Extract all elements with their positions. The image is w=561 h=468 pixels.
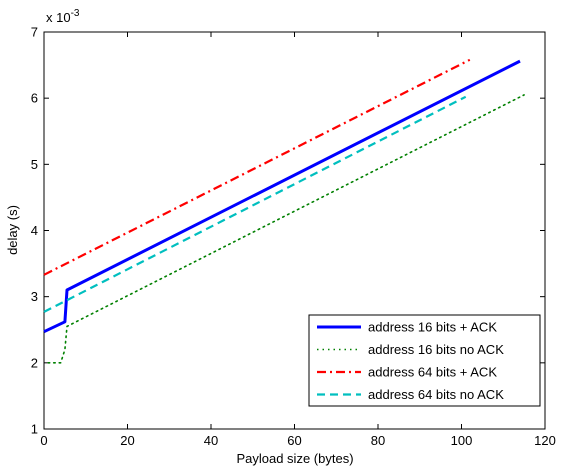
x-tick-label: 80 [371, 433, 385, 448]
y-tick-label: 5 [31, 157, 38, 172]
x-tick-label: 120 [534, 433, 556, 448]
x-axis-ticks: 0 20 40 60 80 100 120 [40, 32, 556, 448]
plot-series [43, 58, 525, 364]
legend: address 16 bits + ACK address 16 bits no … [308, 314, 541, 407]
x-tick-label: 20 [120, 433, 134, 448]
legend-label-2: address 16 bits no ACK [368, 342, 504, 357]
x-tick-label: 40 [204, 433, 218, 448]
y-tick-label: 3 [31, 289, 38, 304]
y-tick-label: 4 [31, 223, 38, 238]
x-tick-label: 0 [40, 433, 47, 448]
series-line-2 [47, 94, 525, 364]
x-axis-label: Payload size (bytes) [236, 451, 353, 466]
y-multiplier-label: x 10-3 [46, 8, 80, 25]
y-multiplier-exponent: -3 [71, 8, 80, 19]
y-axis-ticks: 1 2 3 4 5 6 7 [31, 25, 545, 437]
legend-label-1: address 16 bits + ACK [368, 320, 497, 335]
y-tick-label: 7 [31, 25, 38, 40]
legend-box [308, 314, 541, 407]
y-axis-label: delay (s) [5, 205, 20, 255]
legend-label-3: address 64 bits + ACK [368, 365, 497, 380]
legend-label-4: address 64 bits no ACK [368, 387, 504, 402]
y-tick-label: 2 [31, 355, 38, 370]
series-line-3 [43, 58, 471, 276]
series-line-4 [43, 95, 467, 313]
y-tick-label: 1 [31, 422, 38, 437]
x-tick-label: 60 [287, 433, 301, 448]
x-tick-label: 100 [451, 433, 473, 448]
series-line-1 [43, 59, 521, 334]
y-tick-label: 6 [31, 91, 38, 106]
